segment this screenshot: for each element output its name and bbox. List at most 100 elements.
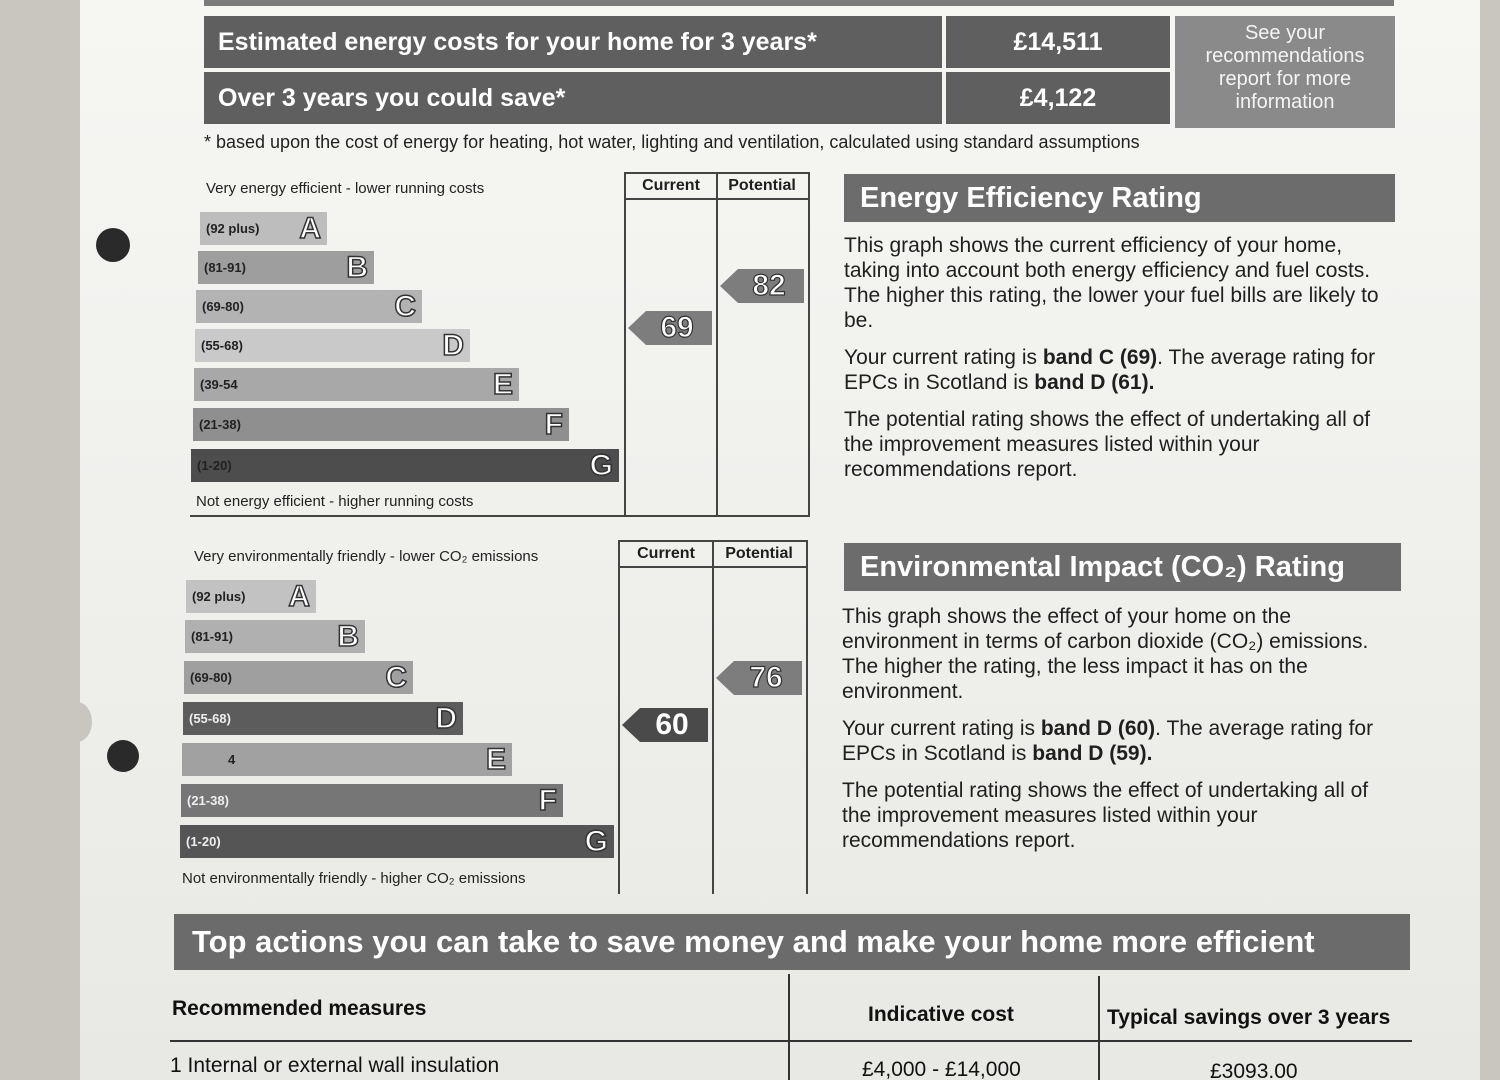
environment-rating-chart: Very environmentally friendly - lower CO… xyxy=(176,540,808,894)
band-letter: D xyxy=(435,701,458,736)
band-letter: E xyxy=(492,367,514,402)
text-fragment: . The average rating for EPCs in Scotlan… xyxy=(844,346,1376,394)
env-band-g: (1-20) G xyxy=(180,824,614,859)
band-range: (1-20) xyxy=(186,834,221,849)
energy-potential-column: Potential xyxy=(716,172,810,517)
top-divider xyxy=(204,0,1394,6)
env-paragraph-3: The potential rating shows the effect of… xyxy=(842,779,1369,852)
band-range: (92 plus) xyxy=(206,221,260,236)
energy-band-g: (1-20) G xyxy=(191,448,619,483)
env-current-arrow: 60 xyxy=(622,708,708,742)
band-range: (81-91) xyxy=(204,260,246,275)
env-band-d: (55-68) D xyxy=(183,701,463,736)
env-paragraph-2: Your current rating is band D (60). The … xyxy=(842,716,1402,766)
energy-cost-value: £14,511 xyxy=(946,16,1170,68)
env-top-text: Very environmentally friendly - lower CO… xyxy=(194,548,539,565)
table-header-rule xyxy=(170,1040,1412,1042)
energy-paragraph-1: This graph shows the current efficiency … xyxy=(844,234,1379,332)
energy-cost-label: Estimated energy costs for your home for… xyxy=(204,16,942,68)
band-letter: B xyxy=(337,619,360,654)
savings-value: £4,122 xyxy=(946,72,1170,124)
env-paragraph-1: This graph shows the effect of your home… xyxy=(842,605,1369,703)
savings-header: Typical savings over 3 years xyxy=(1107,1006,1391,1029)
potential-header: Potential xyxy=(716,174,808,200)
energy-band-a: (92 plus) A xyxy=(200,211,327,246)
band-letter: G xyxy=(589,448,614,483)
punch-hole xyxy=(62,702,92,742)
env-panel-text: This graph shows the effect of your home… xyxy=(842,604,1402,865)
energy-band-b: (81-91) B xyxy=(198,250,374,285)
energy-band-e: (39-54 E xyxy=(194,367,519,402)
env-panel-title: Environmental Impact (CO₂) Rating xyxy=(844,543,1401,591)
env-band-e: 4 E xyxy=(182,742,512,777)
band-letter: E xyxy=(485,742,507,777)
energy-paragraph-2: Your current rating is band C (69). The … xyxy=(844,345,1400,395)
energy-bottom-text: Not energy efficient - higher running co… xyxy=(196,493,474,510)
band-range: (21-38) xyxy=(199,417,241,432)
current-header: Current xyxy=(620,542,712,568)
recommendations-note: See your recommendations report for more… xyxy=(1175,16,1395,128)
cost-header: Indicative cost xyxy=(868,1003,1014,1026)
energy-cost-row: Estimated energy costs for your home for… xyxy=(204,16,1170,68)
band-letter: C xyxy=(385,660,408,695)
band-range: (55-68) xyxy=(201,338,243,353)
energy-band-d: (55-68) D xyxy=(195,328,470,363)
env-potential-arrow: 76 xyxy=(716,661,802,695)
band-range: (92 plus) xyxy=(192,589,246,604)
band-range: (1-20) xyxy=(197,458,232,473)
epc-page: Estimated energy costs for your home for… xyxy=(80,0,1480,1080)
text-fragment: . The average rating for EPCs in Scotlan… xyxy=(842,717,1374,765)
energy-current-arrow: 69 xyxy=(628,311,712,345)
table-divider xyxy=(788,974,790,1080)
energy-panel-text: This graph shows the current efficiency … xyxy=(844,233,1400,494)
savings-cell: £3093.00 xyxy=(1210,1060,1298,1080)
measure-cell: 1 Internal or external wall insulation xyxy=(170,1054,500,1077)
env-band-c: (69-80) C xyxy=(184,660,413,695)
savings-label: Over 3 years you could save* xyxy=(204,72,942,124)
energy-panel-title: Energy Efficiency Rating xyxy=(844,174,1395,222)
cost-cell: £4,000 - £14,000 xyxy=(862,1058,1021,1080)
cost-footnote: * based upon the cost of energy for heat… xyxy=(204,132,1140,152)
band-letter: F xyxy=(538,783,558,818)
average-band-text: band D (61). xyxy=(1034,371,1155,394)
band-range: (69-80) xyxy=(202,299,244,314)
punch-hole xyxy=(107,740,139,772)
current-header: Current xyxy=(626,174,716,200)
text-fragment: Your current rating is xyxy=(844,346,1043,369)
energy-rating-chart: Very energy efficient - lower running co… xyxy=(190,172,810,517)
band-letter: D xyxy=(442,328,465,363)
band-range: (69-80) xyxy=(190,670,232,685)
energy-band-c: (69-80) C xyxy=(196,289,422,324)
potential-header: Potential xyxy=(712,542,806,568)
energy-current-column: Current xyxy=(624,172,718,517)
current-band-text: band C (69) xyxy=(1042,346,1158,369)
energy-paragraph-3: The potential rating shows the effect of… xyxy=(844,408,1371,481)
table-divider xyxy=(1098,976,1100,1080)
env-band-f: (21-38) F xyxy=(181,783,563,818)
savings-row: Over 3 years you could save* £4,122 xyxy=(204,72,1170,124)
band-range: 4 xyxy=(228,752,236,767)
band-range: (21-38) xyxy=(187,793,229,808)
band-letter: F xyxy=(544,407,564,442)
band-letter: A xyxy=(299,211,322,246)
current-band-text: band D (60) xyxy=(1040,717,1156,740)
band-letter: G xyxy=(584,824,609,859)
energy-potential-arrow: 82 xyxy=(720,269,804,303)
punch-hole xyxy=(96,228,130,262)
text-fragment: Your current rating is xyxy=(842,717,1041,740)
average-band-text: band D (59). xyxy=(1032,742,1153,765)
band-range: (81-91) xyxy=(191,629,233,644)
band-range: (39-54 xyxy=(200,377,238,392)
actions-title: Top actions you can take to save money a… xyxy=(174,914,1410,970)
measures-header: Recommended measures xyxy=(172,997,427,1020)
env-potential-column: Potential xyxy=(712,540,808,894)
env-current-column: Current xyxy=(618,540,714,894)
env-band-a: (92 plus) A xyxy=(186,579,316,613)
band-letter: B xyxy=(346,250,369,285)
band-range: (55-68) xyxy=(189,711,231,726)
env-bottom-text: Not environmentally friendly - higher CO… xyxy=(182,870,526,887)
band-letter: C xyxy=(394,289,417,324)
env-band-b: (81-91) B xyxy=(185,619,365,654)
energy-top-text: Very energy efficient - lower running co… xyxy=(206,180,485,197)
energy-band-f: (21-38) F xyxy=(193,407,569,442)
